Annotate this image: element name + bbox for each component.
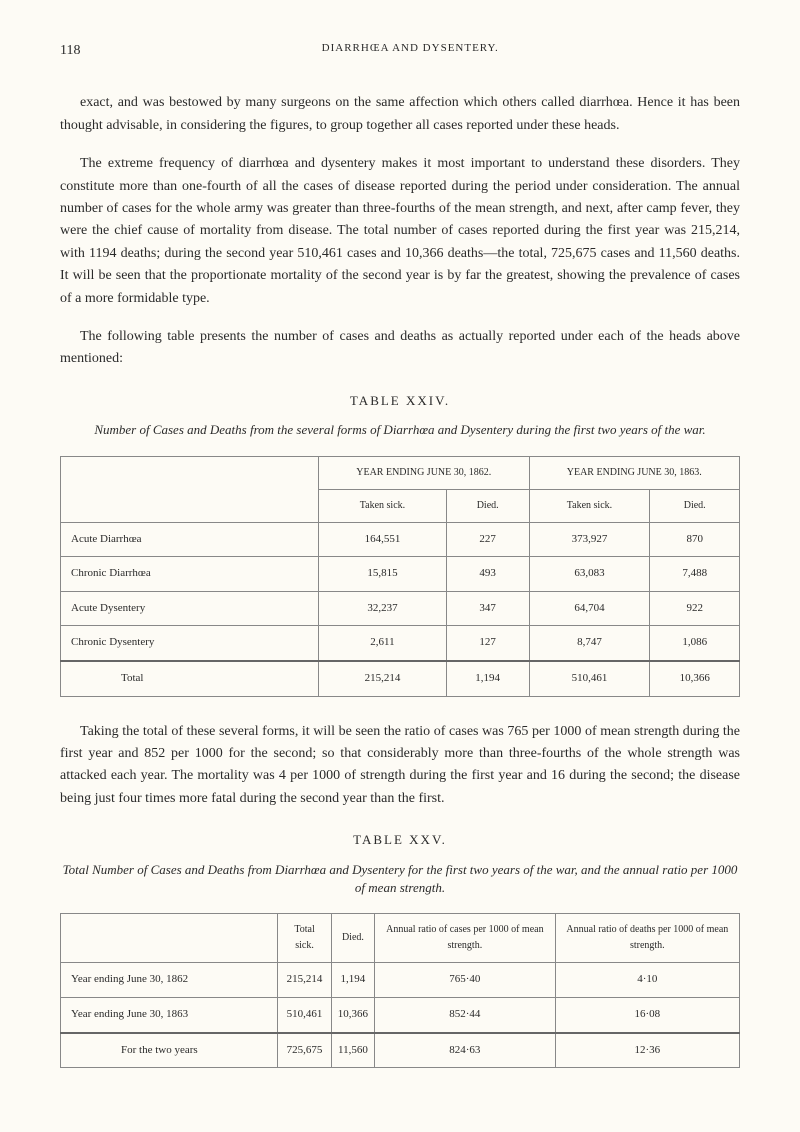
- table-header-totalsick: Total sick.: [278, 914, 332, 963]
- table-header-year1: YEAR ENDING JUNE 30, 1862.: [319, 456, 529, 489]
- cell: 493: [446, 557, 529, 592]
- table-2: Total sick. Died. Annual ratio of cases …: [60, 913, 740, 1068]
- page-number: 118: [60, 40, 80, 62]
- cell: 10,366: [650, 661, 740, 696]
- table-header-died: Died.: [446, 489, 529, 522]
- table-1-label: TABLE XXIV.: [60, 391, 740, 412]
- row-label: Chronic Diarrhœa: [61, 557, 319, 592]
- row-label-total: Total: [61, 661, 319, 696]
- row-label: Acute Dysentery: [61, 591, 319, 626]
- cell: 1,086: [650, 626, 740, 661]
- table-total-row: Total 215,214 1,194 510,461 10,366: [61, 661, 740, 696]
- cell: 16·08: [555, 997, 739, 1032]
- cell: 10,366: [331, 997, 374, 1032]
- table-2-caption: Total Number of Cases and Deaths from Di…: [60, 861, 740, 897]
- table-header-sick: Taken sick.: [319, 489, 447, 522]
- cell: 7,488: [650, 557, 740, 592]
- cell: 824·63: [375, 1033, 556, 1068]
- cell: 11,560: [331, 1033, 374, 1068]
- cell: 63,083: [529, 557, 650, 592]
- paragraph-3: The following table presents the number …: [60, 326, 740, 371]
- cell: 725,675: [278, 1033, 332, 1068]
- paragraph-4: Taking the total of these several forms,…: [60, 721, 740, 811]
- cell: 64,704: [529, 591, 650, 626]
- table-1-caption: Number of Cases and Deaths from the seve…: [60, 421, 740, 439]
- cell: 32,237: [319, 591, 447, 626]
- table-header-ratiodeaths: Annual ratio of deaths per 1000 of mean …: [555, 914, 739, 963]
- paragraph-1: exact, and was bestowed by many surgeons…: [60, 92, 740, 137]
- table-header-died: Died.: [650, 489, 740, 522]
- cell: 2,611: [319, 626, 447, 661]
- cell: 1,194: [446, 661, 529, 696]
- paragraph-2: The extreme frequency of diarrhœa and dy…: [60, 153, 740, 310]
- cell: 227: [446, 522, 529, 557]
- table-row: Year ending June 30, 1863 510,461 10,366…: [61, 997, 740, 1032]
- cell: 373,927: [529, 522, 650, 557]
- table-header-sick: Taken sick.: [529, 489, 650, 522]
- table-row: Year ending June 30, 1862 215,214 1,194 …: [61, 963, 740, 998]
- table-header-empty: [61, 914, 278, 963]
- table-row: Chronic Dysentery 2,611 127 8,747 1,086: [61, 626, 740, 661]
- cell: 1,194: [331, 963, 374, 998]
- page-header: 118 DIARRHŒA AND DYSENTERY.: [60, 40, 740, 62]
- row-label-total: For the two years: [61, 1033, 278, 1068]
- cell: 510,461: [278, 997, 332, 1032]
- table-row: Chronic Diarrhœa 15,815 493 63,083 7,488: [61, 557, 740, 592]
- row-label: Acute Diarrhœa: [61, 522, 319, 557]
- table-header-year2: YEAR ENDING JUNE 30, 1863.: [529, 456, 740, 489]
- cell: 215,214: [319, 661, 447, 696]
- cell: 8,747: [529, 626, 650, 661]
- table-header-ratiocases: Annual ratio of cases per 1000 of mean s…: [375, 914, 556, 963]
- cell: 510,461: [529, 661, 650, 696]
- running-head: DIARRHŒA AND DYSENTERY.: [322, 40, 499, 62]
- cell: 164,551: [319, 522, 447, 557]
- cell: 347: [446, 591, 529, 626]
- cell: 12·36: [555, 1033, 739, 1068]
- row-label: Year ending June 30, 1862: [61, 963, 278, 998]
- cell: 765·40: [375, 963, 556, 998]
- table-total-row: For the two years 725,675 11,560 824·63 …: [61, 1033, 740, 1068]
- table-header-empty: [61, 456, 319, 522]
- row-label: Year ending June 30, 1863: [61, 997, 278, 1032]
- table-1: YEAR ENDING JUNE 30, 1862. YEAR ENDING J…: [60, 456, 740, 697]
- cell: 922: [650, 591, 740, 626]
- table-2-label: TABLE XXV.: [60, 830, 740, 851]
- table-header-died: Died.: [331, 914, 374, 963]
- row-label: Chronic Dysentery: [61, 626, 319, 661]
- cell: 215,214: [278, 963, 332, 998]
- cell: 127: [446, 626, 529, 661]
- cell: 870: [650, 522, 740, 557]
- cell: 852·44: [375, 997, 556, 1032]
- table-row: Acute Dysentery 32,237 347 64,704 922: [61, 591, 740, 626]
- cell: 15,815: [319, 557, 447, 592]
- cell: 4·10: [555, 963, 739, 998]
- table-row: Acute Diarrhœa 164,551 227 373,927 870: [61, 522, 740, 557]
